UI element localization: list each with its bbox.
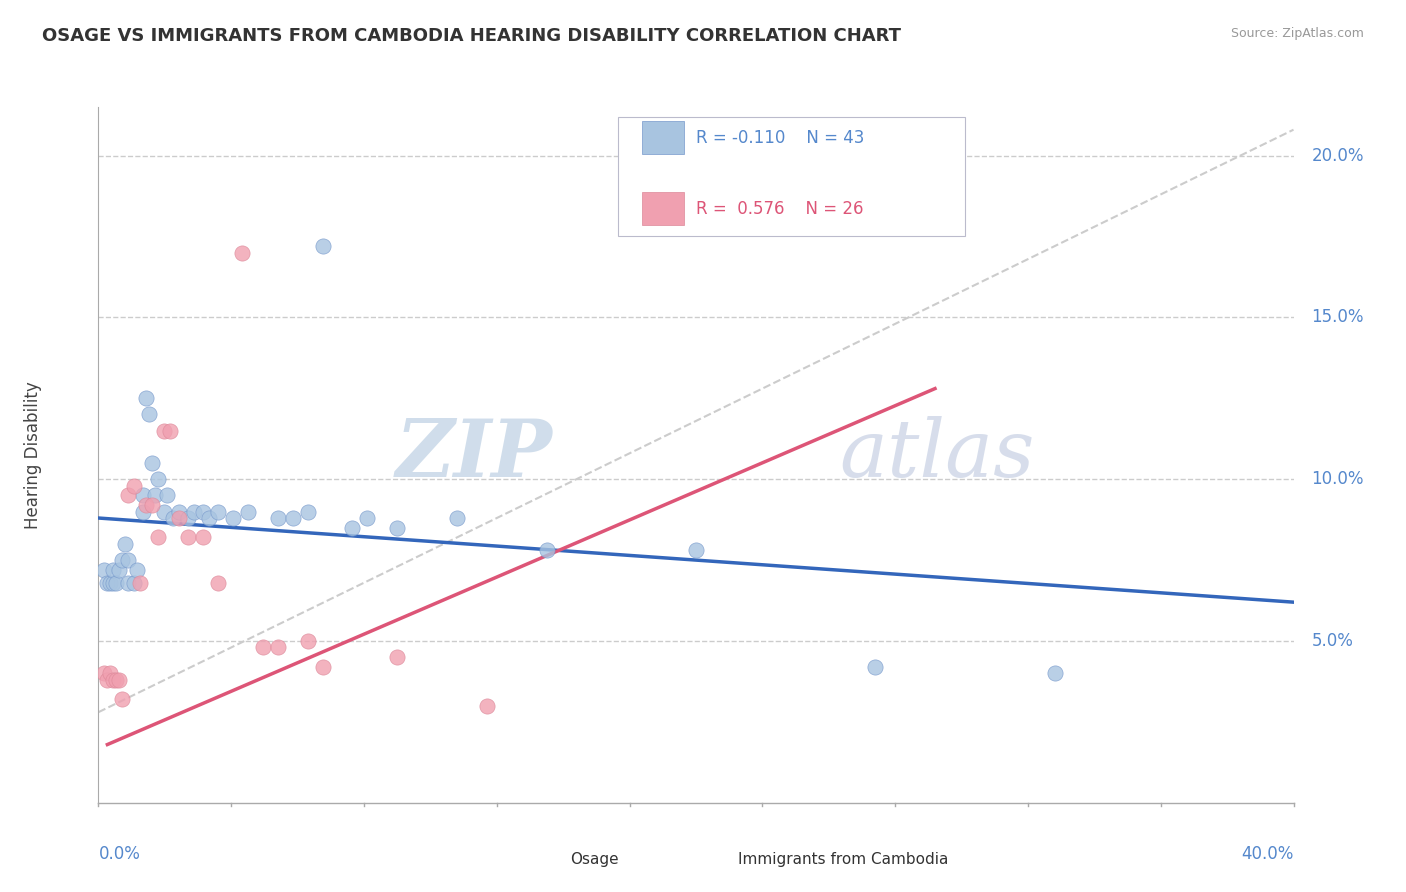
Text: Hearing Disability: Hearing Disability [24, 381, 42, 529]
Text: 5.0%: 5.0% [1312, 632, 1354, 650]
Point [114, 537, 136, 551]
Point [132, 504, 155, 518]
Text: 15.0%: 15.0% [1312, 309, 1364, 326]
Point [356, 511, 378, 525]
Point [135, 392, 157, 406]
Text: ZIP: ZIP [395, 417, 553, 493]
Point [103, 673, 125, 687]
Point [167, 511, 190, 525]
Text: 10.0%: 10.0% [1312, 470, 1364, 488]
Point [129, 575, 152, 590]
Point [865, 660, 887, 674]
Point [127, 563, 149, 577]
Text: 20.0%: 20.0% [1312, 146, 1364, 165]
Point [117, 575, 139, 590]
Point [311, 239, 333, 253]
Point [105, 575, 128, 590]
Point [1043, 666, 1066, 681]
Point [124, 478, 146, 492]
Point [98, 575, 122, 590]
Text: 40.0%: 40.0% [1241, 845, 1294, 863]
Point [685, 543, 707, 558]
Point [207, 504, 229, 518]
Point [108, 673, 131, 687]
Point [267, 511, 290, 525]
Point [148, 531, 170, 545]
Point [236, 504, 259, 518]
Text: atlas: atlas [839, 417, 1035, 493]
Point [153, 424, 176, 438]
Text: Immigrants from Cambodia: Immigrants from Cambodia [738, 853, 948, 867]
Point [281, 511, 304, 525]
FancyBboxPatch shape [696, 849, 730, 871]
Point [297, 504, 319, 518]
Point [132, 488, 155, 502]
Point [191, 504, 214, 518]
Point [342, 521, 364, 535]
Point [117, 553, 139, 567]
Point [124, 575, 146, 590]
Point [252, 640, 274, 655]
FancyBboxPatch shape [529, 849, 562, 871]
Point [96, 575, 118, 590]
Point [117, 488, 139, 502]
Point [103, 575, 125, 590]
Point [96, 673, 118, 687]
Point [135, 498, 157, 512]
Point [141, 456, 163, 470]
Text: R = -0.110    N = 43: R = -0.110 N = 43 [696, 128, 865, 146]
Point [159, 424, 181, 438]
Point [191, 531, 214, 545]
Point [177, 531, 200, 545]
Point [446, 511, 468, 525]
Point [167, 504, 190, 518]
Point [153, 504, 176, 518]
Text: 0.0%: 0.0% [98, 845, 141, 863]
Text: Source: ZipAtlas.com: Source: ZipAtlas.com [1230, 27, 1364, 40]
Point [183, 504, 205, 518]
Point [93, 666, 115, 681]
Point [148, 472, 170, 486]
FancyBboxPatch shape [619, 118, 965, 235]
Point [231, 245, 253, 260]
Point [311, 660, 333, 674]
Point [177, 511, 200, 525]
Text: OSAGE VS IMMIGRANTS FROM CAMBODIA HEARING DISABILITY CORRELATION CHART: OSAGE VS IMMIGRANTS FROM CAMBODIA HEARIN… [42, 27, 901, 45]
Text: R =  0.576    N = 26: R = 0.576 N = 26 [696, 200, 863, 218]
Point [103, 563, 125, 577]
Point [385, 650, 409, 665]
Point [98, 666, 122, 681]
Point [267, 640, 290, 655]
Text: Osage: Osage [571, 853, 619, 867]
Point [138, 408, 160, 422]
Point [222, 511, 245, 525]
Point [93, 563, 115, 577]
Point [297, 634, 319, 648]
Point [475, 698, 498, 713]
Point [111, 553, 134, 567]
Point [111, 692, 134, 706]
Point [198, 511, 221, 525]
Point [207, 575, 229, 590]
Point [162, 511, 184, 525]
Point [143, 488, 166, 502]
FancyBboxPatch shape [643, 121, 685, 154]
Point [536, 543, 558, 558]
Point [141, 498, 163, 512]
Point [156, 488, 179, 502]
FancyBboxPatch shape [643, 192, 685, 226]
Point [108, 563, 131, 577]
Point [105, 673, 128, 687]
Point [385, 521, 409, 535]
